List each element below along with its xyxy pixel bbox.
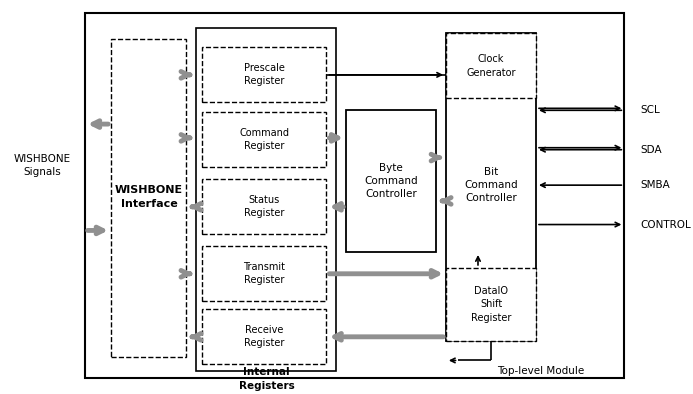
Bar <box>346 110 436 252</box>
Bar <box>446 33 536 98</box>
Bar <box>202 47 326 102</box>
Text: Bit
Command
Controller: Bit Command Controller <box>464 167 518 203</box>
Text: Top-level Module: Top-level Module <box>497 366 584 376</box>
Text: SCL: SCL <box>640 105 660 115</box>
Text: SMBA: SMBA <box>640 180 669 190</box>
Text: Internal
Registers: Internal Registers <box>238 367 295 390</box>
Text: DataIO
Shift
Register: DataIO Shift Register <box>471 286 511 323</box>
Bar <box>202 246 326 301</box>
Bar <box>446 33 536 341</box>
Bar <box>85 13 624 378</box>
Text: Receive
Register: Receive Register <box>244 325 285 348</box>
Text: Byte
Command
Controller: Byte Command Controller <box>365 163 418 199</box>
Text: SDA: SDA <box>640 145 662 155</box>
Text: Prescale
Register: Prescale Register <box>244 63 285 86</box>
Text: Command
Register: Command Register <box>240 128 290 151</box>
Text: Transmit
Register: Transmit Register <box>243 262 286 285</box>
Bar <box>446 268 536 341</box>
Text: Clock
Generator: Clock Generator <box>466 54 516 78</box>
Text: WISHBONE
Interface: WISHBONE Interface <box>115 185 183 208</box>
Bar <box>196 28 336 371</box>
Bar <box>202 309 326 364</box>
Bar <box>202 112 326 167</box>
Bar <box>111 39 186 357</box>
Text: Status
Register: Status Register <box>244 195 285 218</box>
Text: CONTROL: CONTROL <box>640 219 691 230</box>
Bar <box>202 179 326 234</box>
Text: WISHBONE
Signals: WISHBONE Signals <box>14 154 71 177</box>
